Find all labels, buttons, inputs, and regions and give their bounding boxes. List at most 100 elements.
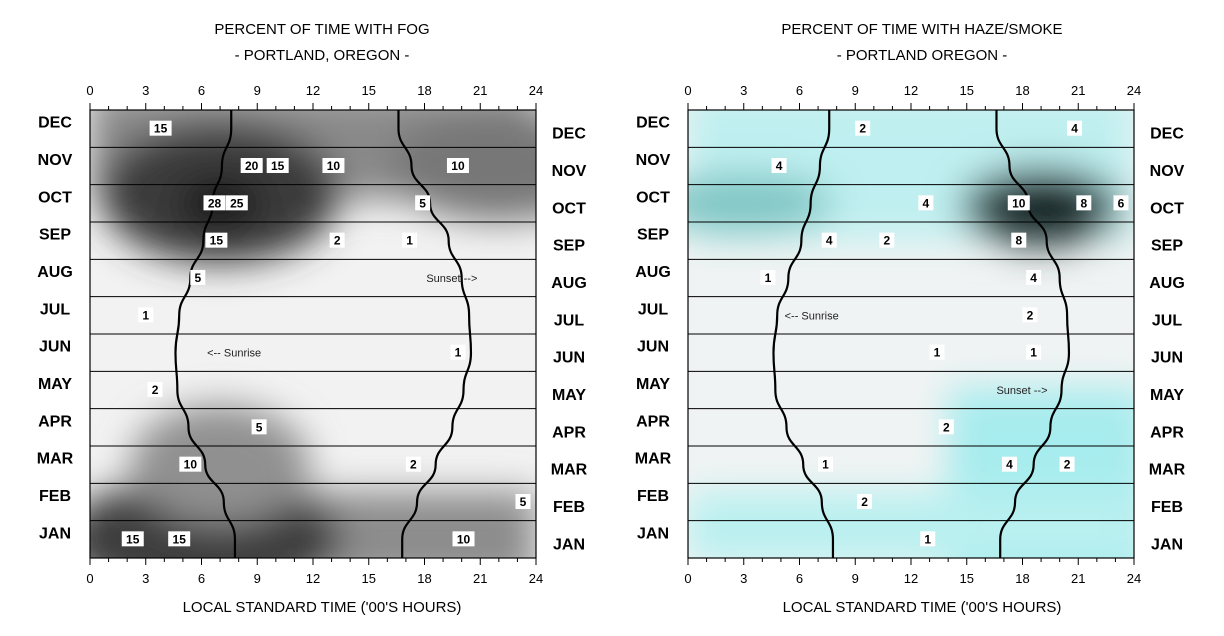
sun-annotation: Sunset --> — [996, 385, 1047, 397]
contour-label-bg — [179, 456, 202, 472]
contour-label: 10 — [1012, 196, 1026, 210]
month-label-left: DEC — [38, 115, 72, 132]
contour-label-bg — [190, 270, 206, 285]
contour-label-bg — [322, 158, 345, 173]
sun-annotation: <-- Sunrise — [207, 348, 261, 360]
contour-label-bg — [402, 232, 418, 248]
month-label-left: NOV — [636, 152, 671, 169]
x-tick-label-top: 9 — [852, 83, 859, 98]
month-label-left: SEP — [637, 227, 669, 244]
x-tick-label-top: 0 — [86, 83, 93, 98]
chart-subtitle: - PORTLAND OREGON - — [837, 47, 1008, 64]
month-label-left: DEC — [636, 115, 670, 132]
contour-label: 8 — [1015, 234, 1022, 248]
contour-label: 2 — [861, 495, 868, 509]
contour-label-bg — [203, 195, 226, 211]
contour-label-bg — [1001, 456, 1017, 472]
contour-label-bg — [918, 195, 934, 211]
contour-label-bg — [1026, 344, 1042, 360]
contour-label: 2 — [1064, 458, 1071, 472]
contour-label: 4 — [1071, 122, 1078, 136]
month-label-right: NOV — [1150, 163, 1185, 180]
contour-label: 10 — [457, 532, 471, 546]
contour-label-bg — [138, 307, 154, 323]
contour-label-bg — [147, 382, 163, 397]
x-tick-label-top: 6 — [198, 83, 205, 98]
contour-label: 2 — [859, 122, 866, 136]
month-label-left: JAN — [637, 525, 669, 542]
contour-label-bg — [450, 344, 466, 360]
month-label-right: MAR — [1149, 462, 1186, 479]
contour-label-bg — [1113, 195, 1129, 211]
contour-label: 4 — [1030, 271, 1037, 285]
sunrise-curve — [772, 110, 835, 558]
month-label-left: FEB — [637, 488, 669, 505]
x-tick-label-bottom: 18 — [1015, 571, 1029, 586]
contour-label: 6 — [1118, 196, 1125, 210]
contour-label: 5 — [419, 196, 426, 210]
contour-label-bg — [329, 232, 345, 248]
x-tick-label-bottom: 9 — [852, 571, 859, 586]
contour-label: 1 — [1030, 346, 1037, 360]
contour-label: 2 — [883, 234, 890, 248]
contour-label-bg — [879, 232, 895, 248]
sunrise-curve — [174, 110, 237, 558]
x-tick-label-bottom: 6 — [796, 571, 803, 586]
contour-label: 1 — [924, 532, 931, 546]
x-tick-label-bottom: 12 — [904, 571, 918, 586]
x-tick-label-top: 6 — [796, 83, 803, 98]
contour-label-bg — [1007, 195, 1030, 211]
x-tick-label-top: 0 — [684, 83, 691, 98]
month-label-left: JUL — [40, 301, 70, 318]
chart-panel-1: PERCENT OF TIME WITH HAZE/SMOKE - PORTLAN… — [635, 21, 1186, 616]
contour-label: 4 — [826, 234, 833, 248]
contour-label-bg — [1059, 456, 1075, 472]
plot-area — [688, 110, 1134, 558]
month-label-right: OCT — [1150, 200, 1184, 217]
chart-title: PERCENT OF TIME WITH HAZE/SMOKE — [781, 21, 1062, 38]
contour-label: 10 — [451, 159, 465, 173]
sunset-curve — [995, 110, 1071, 558]
contour-label: 15 — [126, 532, 140, 546]
month-label-right: SEP — [553, 238, 585, 255]
month-label-left: FEB — [39, 488, 71, 505]
contour-label: 2 — [152, 383, 159, 397]
x-tick-label-top: 15 — [960, 83, 974, 98]
contour-label-bg — [938, 419, 954, 435]
contour-label: 25 — [230, 196, 244, 210]
month-label-left: MAY — [636, 376, 670, 393]
contour-label: 10 — [184, 458, 198, 472]
x-tick-label-top: 18 — [1015, 83, 1029, 98]
contour-label-bg — [929, 344, 945, 360]
contour-label-bg — [1076, 195, 1092, 211]
contour-label-bg — [1011, 232, 1027, 248]
sun-annotation: Sunset --> — [426, 273, 477, 285]
contour-label-bg — [1022, 307, 1038, 323]
x-tick-label-top: 24 — [1127, 83, 1141, 98]
contour-label: 8 — [1080, 196, 1087, 210]
month-label-left: MAY — [38, 376, 72, 393]
chart-title: PERCENT OF TIME WITH FOG — [214, 21, 429, 38]
contour-label: 5 — [520, 495, 527, 509]
x-tick-label-top: 21 — [473, 83, 487, 98]
month-label-right: JUL — [554, 312, 584, 329]
contour-label: 10 — [327, 159, 341, 173]
month-label-right: SEP — [1151, 238, 1183, 255]
contour-label: 15 — [154, 122, 168, 136]
contour-label-bg — [251, 419, 267, 435]
x-tick-label-bottom: 24 — [1127, 571, 1141, 586]
contour-label: 2 — [334, 234, 341, 248]
x-axis-label: LOCAL STANDARD TIME ('00'S HOURS) — [783, 599, 1062, 616]
contour-label: 5 — [256, 420, 263, 434]
contour-label-bg — [415, 195, 431, 211]
contour-label: 15 — [271, 159, 285, 173]
contour-label-bg — [121, 531, 144, 547]
month-label-right: MAY — [552, 387, 586, 404]
month-label-right: FEB — [553, 499, 585, 516]
month-label-left: NOV — [38, 152, 73, 169]
month-label-right: AUG — [551, 275, 587, 292]
month-label-right: DEC — [552, 126, 586, 143]
x-tick-label-top: 9 — [254, 83, 261, 98]
month-label-right: NOV — [552, 163, 587, 180]
